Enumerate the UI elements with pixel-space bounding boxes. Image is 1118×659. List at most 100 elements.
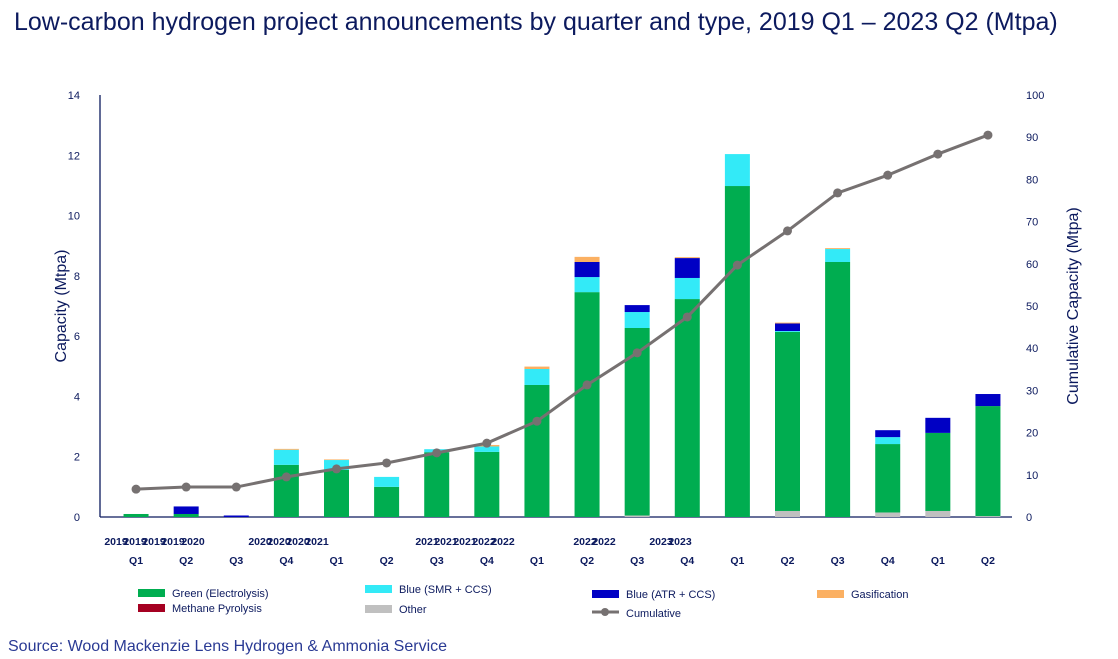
bar-green-electrolysis- [875,444,901,513]
bar-blue-atr-ccs- [173,506,199,514]
bar-blue-smr-ccs- [875,437,901,445]
legend-label-gasification: Gasification [851,589,908,601]
cumulative-point [432,448,442,458]
x-year-label: 2022 [472,536,496,548]
bar-gasification [524,366,550,369]
y2-tick-label: 20 [1026,428,1038,440]
legend-label-methane-pyrolysis: Methane Pyrolysis [172,603,262,615]
y2-tick-label: 40 [1026,343,1038,355]
x-quarter-label: Q1 [530,555,544,567]
x-quarter-label: Q3 [630,555,644,567]
x-year-label: 2021 [434,536,458,548]
bar-blue-smr-ccs- [825,249,851,262]
bar-green-electrolysis- [724,186,750,517]
legend-swatch-green-electrolysis- [138,589,165,597]
bar-gasification [273,448,299,450]
y2-tick-label: 30 [1026,385,1038,397]
bar-green-electrolysis- [173,513,199,517]
y2-tick-label: 70 [1026,217,1038,229]
x-quarter-label: Q4 [480,555,494,567]
y-tick-label: 4 [74,391,80,403]
bar-blue-atr-ccs- [223,515,249,517]
cumulative-point [332,464,341,474]
y2-axis-title: Cumulative Capacity (Mtpa) [1065,207,1082,404]
x-year-label: 2020 [286,536,310,548]
bar-blue-smr-ccs- [524,368,550,385]
bar-other [875,512,901,517]
y-tick-label: 0 [74,512,80,524]
x-quarter-label: Q4 [881,555,895,567]
x-quarter-label: Q1 [730,555,744,567]
y2-tick-label: 60 [1026,259,1038,271]
bar-blue-smr-ccs- [474,446,500,452]
bar-blue-atr-ccs- [925,417,951,433]
x-year-label: 2019 [161,536,185,548]
bar-blue-smr-ccs- [574,277,600,293]
legend-swatch-blue-atr-ccs- [592,590,619,598]
y-tick-label: 8 [74,271,80,283]
cumulative-point [281,472,291,482]
legend-label-blue-smr-ccs-: Blue (SMR + CCS) [399,584,492,596]
x-year-label: 2023 [668,536,692,548]
cumulative-point [833,188,843,198]
cumulative-point [131,484,141,494]
bar-blue-atr-ccs- [775,323,800,332]
x-year-label: 2020 [267,536,291,548]
bar-green-electrolysis- [324,469,349,517]
cumulative-point [181,482,191,492]
x-quarter-label: Q2 [380,555,394,567]
bar-green-electrolysis- [474,451,500,517]
x-year-label: 2019 [104,536,128,548]
bar-gasification [674,257,700,259]
y2-tick-label: 0 [1026,512,1032,524]
cumulative-point [582,380,592,390]
cumulative-point [732,260,742,270]
bar-gasification [825,248,851,250]
legend-label-cumulative: Cumulative [626,608,681,620]
bar-blue-atr-ccs- [624,305,650,313]
bar-blue-smr-ccs- [674,277,700,300]
x-year-label: 2021 [415,536,439,548]
cumulative-point [883,170,893,180]
y-tick-label: 2 [74,452,80,464]
x-quarter-label: Q2 [780,555,794,567]
bar-green-electrolysis- [925,432,951,511]
x-year-label: 2019 [142,536,166,548]
cumulative-point [983,130,993,140]
x-year-label: 2022 [573,536,597,548]
y-tick-label: 6 [74,331,80,343]
cumulative-point [482,438,492,448]
bar-gasification [574,256,600,262]
y-tick-label: 12 [68,150,80,162]
bar-green-electrolysis- [374,486,400,517]
cumulative-point [382,458,392,468]
bar-green-electrolysis- [825,261,851,517]
y-axis-title: Capacity (Mtpa) [53,250,70,363]
bar-blue-smr-ccs- [775,331,800,332]
cumulative-point [231,482,241,492]
x-year-label: 2021 [453,536,477,548]
bar-green-electrolysis- [574,292,600,517]
x-quarter-label: Q1 [931,555,945,567]
y2-tick-label: 80 [1026,174,1038,186]
y2-tick-label: 100 [1026,90,1044,102]
bar-green-electrolysis- [524,384,550,517]
legend-label-green-electrolysis-: Green (Electrolysis) [172,588,269,600]
bar-blue-atr-ccs- [574,261,600,278]
y2-tick-label: 10 [1026,470,1038,482]
legend-label-blue-atr-ccs-: Blue (ATR + CCS) [626,589,715,601]
source-note: Source: Wood Mackenzie Lens Hydrogen & A… [8,638,448,655]
x-quarter-label: Q3 [430,555,444,567]
cumulative-line [135,133,989,491]
x-year-label: 2022 [592,536,616,548]
bar-green-electrolysis- [975,406,1001,517]
bar-green-electrolysis- [775,331,800,511]
bar-other [624,515,650,517]
x-quarter-label: Q1 [329,555,343,567]
x-quarter-label: Q2 [981,555,995,567]
chart-title: Low-carbon hydrogen project announcement… [14,8,1058,36]
y-tick-label: 14 [68,90,80,102]
bar-blue-smr-ccs- [724,154,750,187]
